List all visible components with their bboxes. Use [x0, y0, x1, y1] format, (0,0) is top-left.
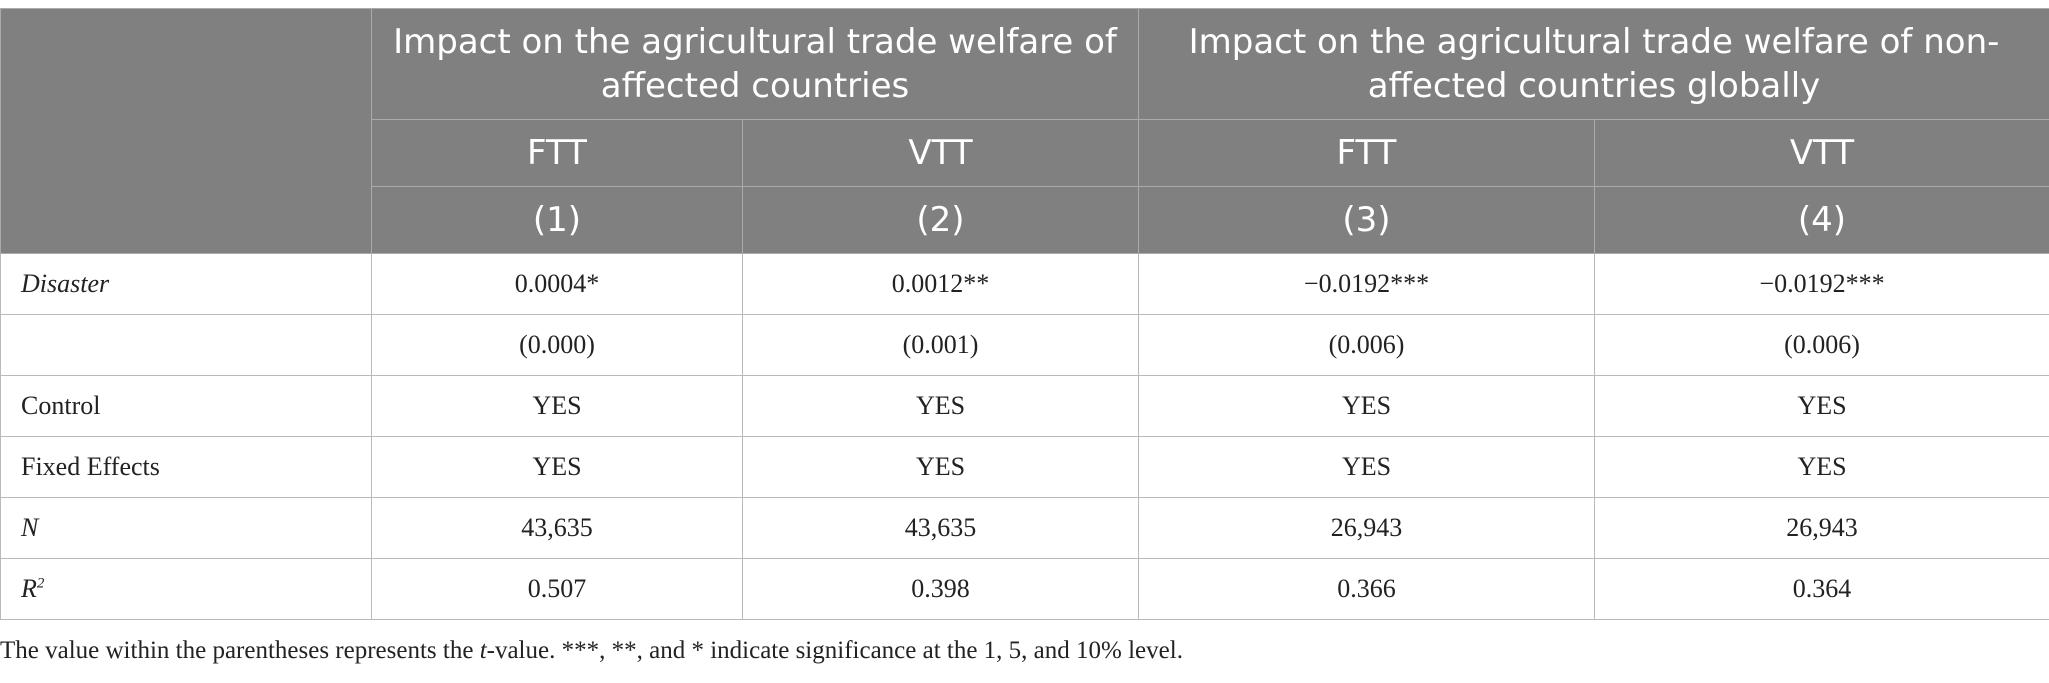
row-label-n: N: [0, 497, 372, 559]
header-col-1-number: (1): [371, 186, 743, 254]
footnote-italic-t: t: [479, 637, 487, 664]
header-col-4-name: VTT: [1594, 119, 2049, 187]
cell-r2-3: 0.366: [1138, 558, 1595, 620]
regression-table: Impact on the agricultural trade welfare…: [0, 8, 2049, 620]
cell-control-2: YES: [742, 375, 1139, 437]
cell-n-3: 26,943: [1138, 497, 1595, 559]
row-fixed-effects: Fixed Effects YES YES YES YES: [0, 436, 2049, 498]
cell-n-2: 43,635: [742, 497, 1139, 559]
cell-r2-1: 0.507: [371, 558, 743, 620]
header-col-2-number: (2): [742, 186, 1139, 254]
row-n: N 43,635 43,635 26,943 26,943: [0, 497, 2049, 559]
cell-tvalue-2: (0.001): [742, 314, 1139, 376]
header-group-non-affected: Impact on the agricultural trade welfare…: [1138, 8, 2049, 120]
row-label-control: Control: [0, 375, 372, 437]
row-control: Control YES YES YES YES: [0, 375, 2049, 437]
header-col-2-name: VTT: [742, 119, 1139, 187]
cell-tvalue-1: (0.000): [371, 314, 743, 376]
cell-fixed-1: YES: [371, 436, 743, 498]
row-t-values: (0.000) (0.001) (0.006) (0.006): [0, 314, 2049, 376]
cell-control-3: YES: [1138, 375, 1595, 437]
cell-fixed-3: YES: [1138, 436, 1595, 498]
cell-disaster-4: −0.0192***: [1594, 253, 2049, 315]
footnote-text-end: -value. ***, **, and * indicate signific…: [486, 637, 1183, 664]
header-row-names: FTT VTT FTT VTT: [1, 119, 2049, 187]
cell-disaster-1: 0.0004*: [371, 253, 743, 315]
cell-tvalue-3: (0.006): [1138, 314, 1595, 376]
header-row-numbers: (1) (2) (3) (4): [1, 186, 2049, 254]
r-squared-superscript: 2: [36, 575, 45, 592]
cell-fixed-2: YES: [742, 436, 1139, 498]
regression-table-container: Impact on the agricultural trade welfare…: [0, 8, 2049, 620]
header-corner-cell: [0, 8, 372, 254]
row-label-t-values: [0, 314, 372, 376]
header-col-3-name: FTT: [1138, 119, 1595, 187]
row-label-disaster: Disaster: [0, 253, 372, 315]
cell-fixed-4: YES: [1594, 436, 2049, 498]
row-disaster: Disaster 0.0004* 0.0012** −0.0192*** −0.…: [0, 253, 2049, 315]
table-footnote: The value within the parentheses represe…: [0, 637, 1183, 665]
row-label-r-squared: R2: [0, 558, 372, 620]
r-squared-base: R: [21, 574, 37, 603]
cell-n-4: 26,943: [1594, 497, 2049, 559]
header-col-1-name: FTT: [371, 119, 743, 187]
cell-n-1: 43,635: [371, 497, 743, 559]
cell-r2-4: 0.364: [1594, 558, 2049, 620]
cell-r2-2: 0.398: [742, 558, 1139, 620]
cell-disaster-2: 0.0012**: [742, 253, 1139, 315]
header-row-groups: Impact on the agricultural trade welfare…: [0, 8, 2049, 254]
cell-tvalue-4: (0.006): [1594, 314, 2049, 376]
cell-control-1: YES: [371, 375, 743, 437]
header-col-4-number: (4): [1594, 186, 2049, 254]
row-r-squared: R2 0.507 0.398 0.366 0.364: [0, 558, 2049, 620]
row-label-fixed-effects: Fixed Effects: [0, 436, 372, 498]
footnote-text-start: The value within the parentheses represe…: [0, 637, 480, 664]
header-col-3-number: (3): [1138, 186, 1595, 254]
header-group-affected: Impact on the agricultural trade welfare…: [371, 8, 1139, 120]
cell-disaster-3: −0.0192***: [1138, 253, 1595, 315]
cell-control-4: YES: [1594, 375, 2049, 437]
